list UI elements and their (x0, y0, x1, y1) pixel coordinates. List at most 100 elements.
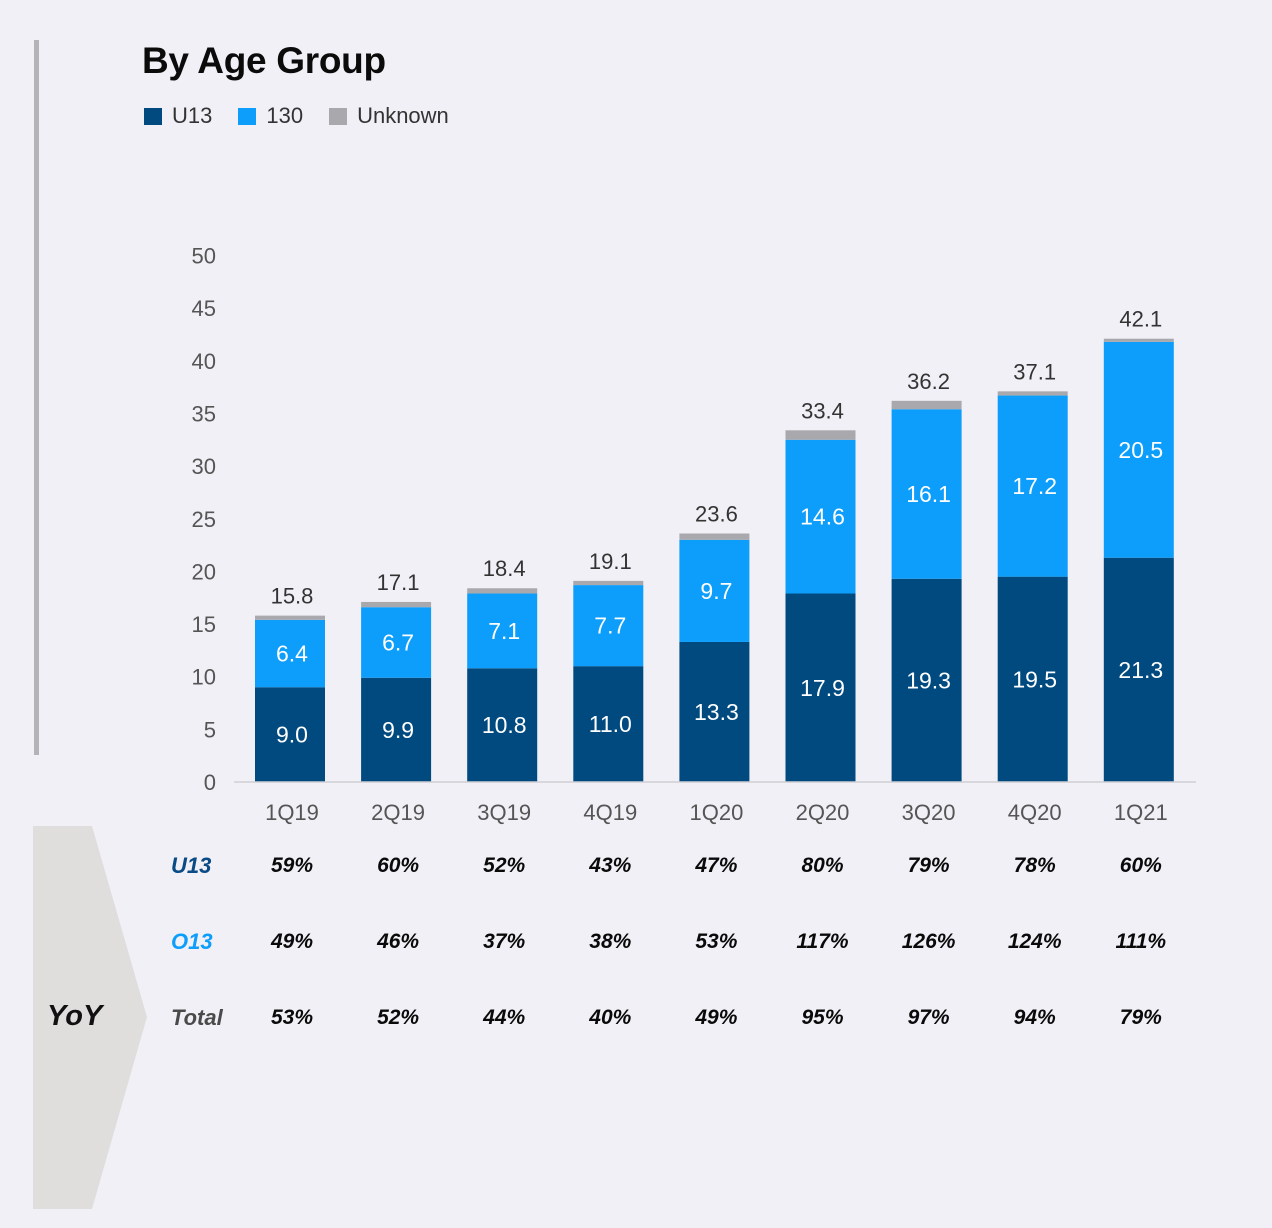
legend-item-u13: U13 (144, 103, 212, 129)
bar-segment-u13 (891, 578, 962, 782)
legend-item-130: 130 (238, 103, 303, 129)
yoy-cell: 78% (1013, 854, 1056, 877)
bar-total-label: 33.4 (801, 398, 844, 423)
yoy-row-label-u13: U13 (171, 853, 212, 878)
bar-segment-unknown (785, 430, 856, 440)
legend-swatch-u13 (144, 107, 162, 125)
y-tick-label: 40 (192, 349, 216, 374)
bar-segment-u13 (1103, 557, 1174, 782)
chart-title: By Age Group (142, 40, 386, 81)
bar-segment-unknown (997, 391, 1068, 396)
bar-value-label: 13.3 (694, 699, 739, 725)
y-tick-label: 25 (192, 507, 216, 532)
bar-total-label: 15.8 (271, 584, 314, 609)
y-tick-label: 15 (192, 612, 216, 637)
bar-segment-130 (785, 439, 856, 594)
yoy-cell: 111% (1115, 930, 1167, 953)
yoy-cell: 47% (695, 854, 738, 877)
bar-segment-unknown (1103, 338, 1174, 342)
yoy-cell: 53% (270, 1006, 314, 1029)
yoy-cell: 94% (1013, 1006, 1056, 1029)
bars: 9.0 6.4 15.8 9.9 6.7 17.1 10.8 7.1 18.4 11.0 7.7 19… (255, 307, 1174, 782)
x-tick-label: 3Q20 (902, 800, 956, 825)
x-tick-label: 1Q19 (265, 800, 319, 825)
bar-total-label: 42.1 (1119, 307, 1162, 332)
bar-value-label: 17.9 (800, 675, 845, 701)
bar-segment-130 (361, 607, 432, 678)
bar-total-label: 19.1 (589, 549, 632, 574)
yoy-cell: 126% (901, 930, 956, 953)
y-tick-label: 10 (192, 665, 216, 690)
x-tick-label: 2Q20 (796, 800, 850, 825)
yoy-cell: 38% (589, 930, 632, 953)
bar-segment-130 (997, 395, 1068, 577)
bar-value-label: 19.3 (906, 667, 951, 693)
yoy-cell: 53% (695, 930, 738, 953)
yoy-cell: 95% (801, 1006, 844, 1029)
bar-segment-unknown (573, 580, 644, 586)
bar-value-label: 17.2 (1012, 473, 1057, 499)
yoy-cell: 44% (483, 1006, 526, 1029)
legend-label-unknown: Unknown (357, 103, 449, 128)
yoy-cell: 79% (1119, 1006, 1162, 1029)
bar-segment-130 (467, 593, 538, 669)
bar-value-label: 9.0 (276, 722, 308, 748)
bar-value-label: 6.4 (276, 641, 308, 667)
yoy-cell: 117% (796, 930, 849, 953)
bar-value-label: 7.1 (488, 618, 520, 644)
yoy-cell: 37% (483, 930, 526, 953)
stacked-bar-chart: 0 5 10 15 20 25 30 35 40 45 50 9.0 6.4 15.8 9.9 6.7 17.… (192, 244, 1196, 825)
legend-label-130: 130 (266, 103, 304, 128)
yoy-cell: 80% (801, 854, 844, 877)
x-tick-label: 2Q19 (371, 800, 425, 825)
x-tick-label: 3Q19 (477, 800, 531, 825)
yoy-cell: 97% (907, 1006, 950, 1029)
legend-swatch-unknown (329, 107, 348, 125)
bar-value-label: 6.7 (382, 629, 414, 655)
bar-value-label: 20.5 (1118, 437, 1163, 463)
bar-segment-130 (1103, 341, 1174, 558)
legend-item-unknown: Unknown (329, 103, 449, 129)
bar-value-label: 10.8 (482, 712, 527, 738)
bar-value-label: 16.1 (906, 481, 951, 507)
bar-segment-130 (891, 409, 962, 579)
bar-segment-u13 (785, 593, 856, 782)
bar-value-label: 14.6 (800, 504, 845, 530)
bar-segment-u13 (467, 668, 538, 782)
x-tick-label: 1Q20 (689, 800, 743, 825)
y-tick-label: 35 (192, 401, 216, 426)
bar-segment-unknown (679, 533, 750, 540)
bar-segment-unknown (255, 615, 325, 620)
bar-segment-130 (679, 539, 750, 642)
bar-value-label: 7.7 (594, 613, 626, 639)
bar-value-label: 9.9 (382, 717, 414, 743)
bar-segment-u13 (573, 666, 644, 782)
yoy-cell: 60% (377, 854, 420, 877)
yoy-title: YoY (47, 1000, 103, 1032)
bar-segment-unknown (361, 601, 432, 608)
yoy-row-label-total: Total (171, 1005, 223, 1030)
bar-total-label: 37.1 (1013, 359, 1056, 384)
bar-segment-130 (255, 619, 325, 688)
x-axis: 1Q19 2Q19 3Q19 4Q19 1Q20 2Q20 3Q20 4Q20 1Q21 (234, 781, 1196, 825)
bar-value-label: 21.3 (1118, 657, 1163, 683)
x-tick-label: 4Q20 (1008, 800, 1062, 825)
yoy-cell: 52% (483, 854, 526, 877)
bar-total-label: 23.6 (695, 501, 738, 526)
y-tick-label: 30 (192, 454, 216, 479)
bar-value-label: 19.5 (1012, 666, 1057, 692)
bar-total-label: 18.4 (483, 556, 526, 581)
y-tick-label: 20 (192, 559, 216, 584)
bar-segment-unknown (467, 588, 538, 594)
yoy-cell: 49% (695, 1006, 738, 1029)
yoy-row-label-o13: O13 (171, 929, 213, 954)
bar-segment-130 (573, 585, 644, 667)
yoy-cell: 79% (907, 854, 950, 877)
yoy-cell: 40% (589, 1006, 632, 1029)
left-divider (34, 40, 39, 755)
y-tick-label: 5 (204, 717, 216, 742)
bar-total-label: 17.1 (377, 570, 420, 595)
bar-segment-u13 (361, 677, 432, 782)
bar-segment-u13 (255, 687, 325, 782)
bar-value-label: 11.0 (589, 711, 632, 737)
